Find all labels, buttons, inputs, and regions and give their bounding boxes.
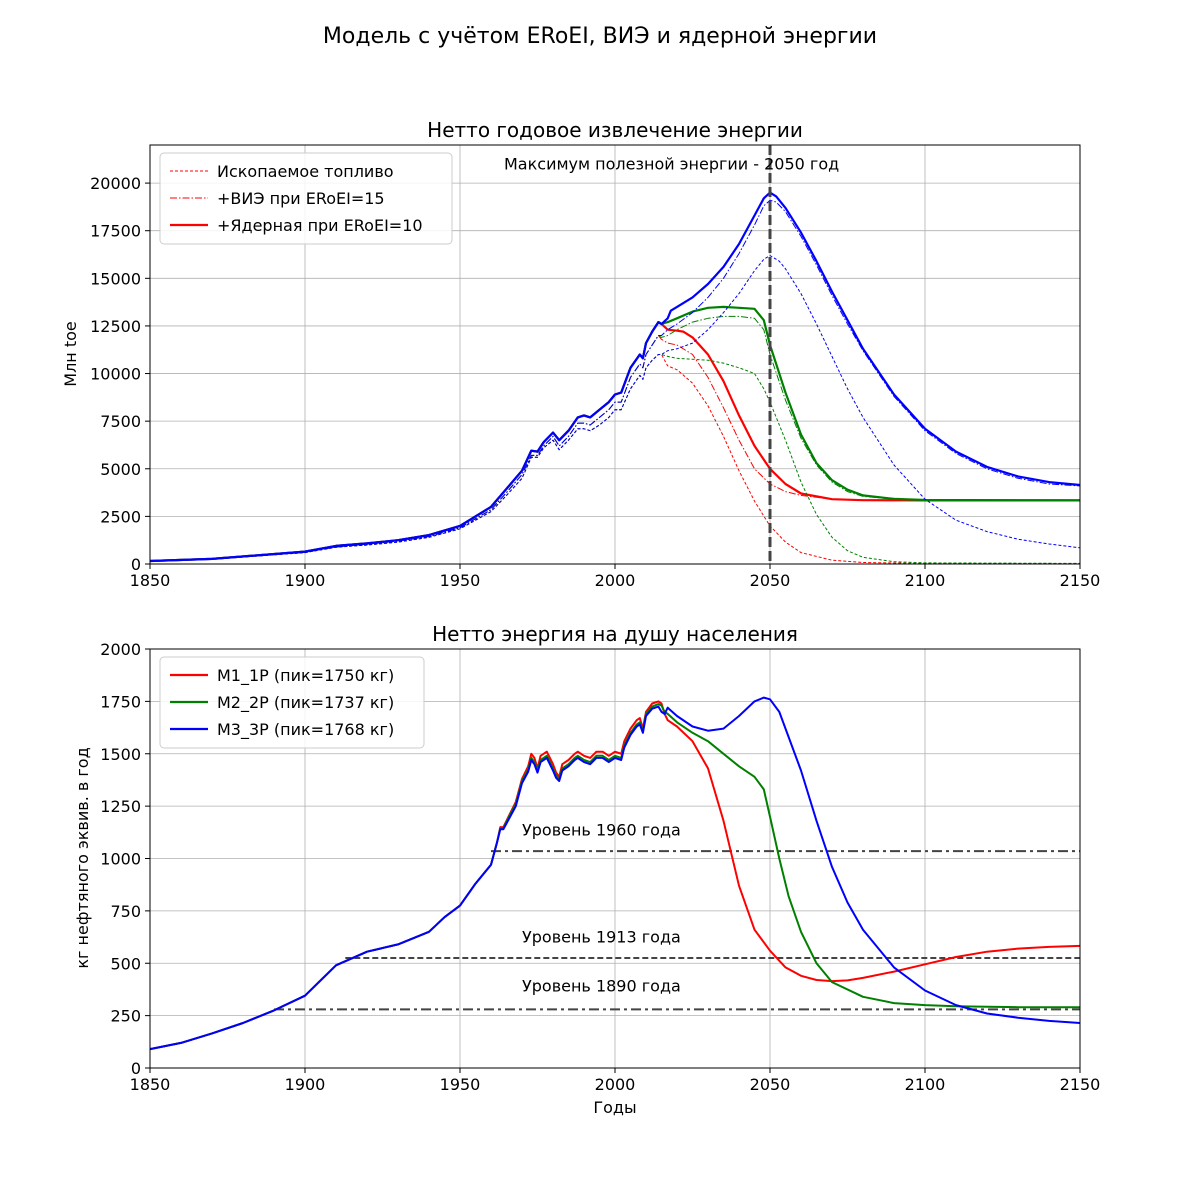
top-grid: [149, 145, 1081, 565]
series-line: [149, 255, 1081, 562]
per-capita-energy-panel: Нетто энергия на душу населения Уровень …: [73, 622, 1100, 1117]
x-tick-label: 2050: [750, 1075, 791, 1094]
y-tick-label: 15000: [90, 269, 141, 288]
y-tick-label: 7500: [100, 412, 141, 431]
bottom-legend: M1_1P (пик=1750 кг) M2_2P (пик=1737 кг) M3…: [159, 656, 425, 749]
x-tick-label: 2050: [750, 571, 791, 590]
y-tick-label: 17500: [90, 222, 141, 241]
annual-net-energy-panel: Нетто годовое извлечение энергии 1850 190…: [61, 118, 1100, 590]
y-tick-label: 0: [131, 555, 141, 574]
series-line: [149, 696, 1081, 1051]
bottom-y-ticks: 0 250 500 750 1000 1250 1500 1750 2000: [100, 640, 150, 1078]
y-tick-label: 500: [110, 954, 141, 973]
bottom-x-ticks: 1850 1900 1950 2000 2050 2100 2150: [130, 1068, 1101, 1094]
y-tick-label: 0: [131, 1059, 141, 1078]
legend-box: [159, 152, 453, 245]
y-tick-label: 1750: [100, 692, 141, 711]
y-tick-label: 1250: [100, 797, 141, 816]
y-tick-label: 12500: [90, 317, 141, 336]
y-tick-label: 10000: [90, 365, 141, 384]
series-line: [149, 191, 1081, 563]
legend-label: M2_2P (пик=1737 кг): [217, 693, 394, 713]
series-line: [149, 199, 1081, 562]
top-panel-title: Нетто годовое извлечение энергии: [427, 118, 803, 142]
top-y-axis-label: Млн toe: [61, 321, 80, 386]
y-tick-label: 5000: [100, 460, 141, 479]
x-tick-label: 2150: [1060, 1075, 1101, 1094]
x-tick-label: 1850: [130, 1075, 171, 1094]
figure-title: Модель с учётом ERoEI, ВИЭ и ядерной эне…: [323, 24, 877, 49]
bottom-panel-title: Нетто энергия на душу населения: [432, 622, 798, 646]
legend-label: M1_1P (пик=1750 кг): [217, 666, 394, 686]
legend-label: M3_3P (пик=1768 кг): [217, 720, 394, 740]
y-tick-label: 1000: [100, 850, 141, 869]
y-tick-label: 2000: [100, 640, 141, 659]
top-legend: Ископаемое топливо +ВИЭ при ERoEI=15 +Ядер…: [159, 152, 453, 245]
legend-label: +Ядерная при ERoEI=10: [217, 216, 423, 235]
bottom-x-axis-label: Годы: [593, 1098, 636, 1117]
peak-annotation: Максимум полезной энергии - 2050 год: [504, 155, 839, 174]
x-tick-label: 1950: [440, 1075, 481, 1094]
y-tick-label: 1500: [100, 745, 141, 764]
x-tick-label: 1850: [130, 571, 171, 590]
bottom-series-group: [149, 696, 1081, 1051]
x-tick-label: 2150: [1060, 571, 1101, 590]
y-tick-label: 20000: [90, 174, 141, 193]
legend-label: Ископаемое топливо: [217, 162, 394, 181]
top-series-group: [149, 191, 1081, 565]
x-tick-label: 1900: [285, 1075, 326, 1094]
legend-box: [159, 656, 425, 749]
x-tick-label: 1900: [285, 571, 326, 590]
y-tick-label: 2500: [100, 507, 141, 526]
reference-line-label: Уровень 1890 года: [522, 977, 681, 996]
x-tick-label: 2000: [595, 571, 636, 590]
legend-label: +ВИЭ при ERoEI=15: [217, 189, 385, 208]
x-tick-label: 1950: [440, 571, 481, 590]
reference-line-label: Уровень 1960 года: [522, 820, 681, 839]
bottom-reference-lines: Уровень 1960 года Уровень 1913 года Уровен…: [274, 820, 1080, 1011]
top-y-ticks: 0 2500 5000 7500 10000 12500 15000 17500 20000: [90, 174, 150, 574]
x-tick-label: 2100: [905, 1075, 946, 1094]
reference-line-label: Уровень 1913 года: [522, 927, 681, 946]
x-tick-label: 2100: [905, 571, 946, 590]
y-tick-label: 750: [110, 902, 141, 921]
top-x-ticks: 1850 1900 1950 2000 2050 2100 2150: [130, 564, 1101, 590]
x-tick-label: 2000: [595, 1075, 636, 1094]
bottom-y-axis-label: кг нефтяного эквив. в год: [73, 747, 92, 968]
y-tick-label: 250: [110, 1007, 141, 1026]
